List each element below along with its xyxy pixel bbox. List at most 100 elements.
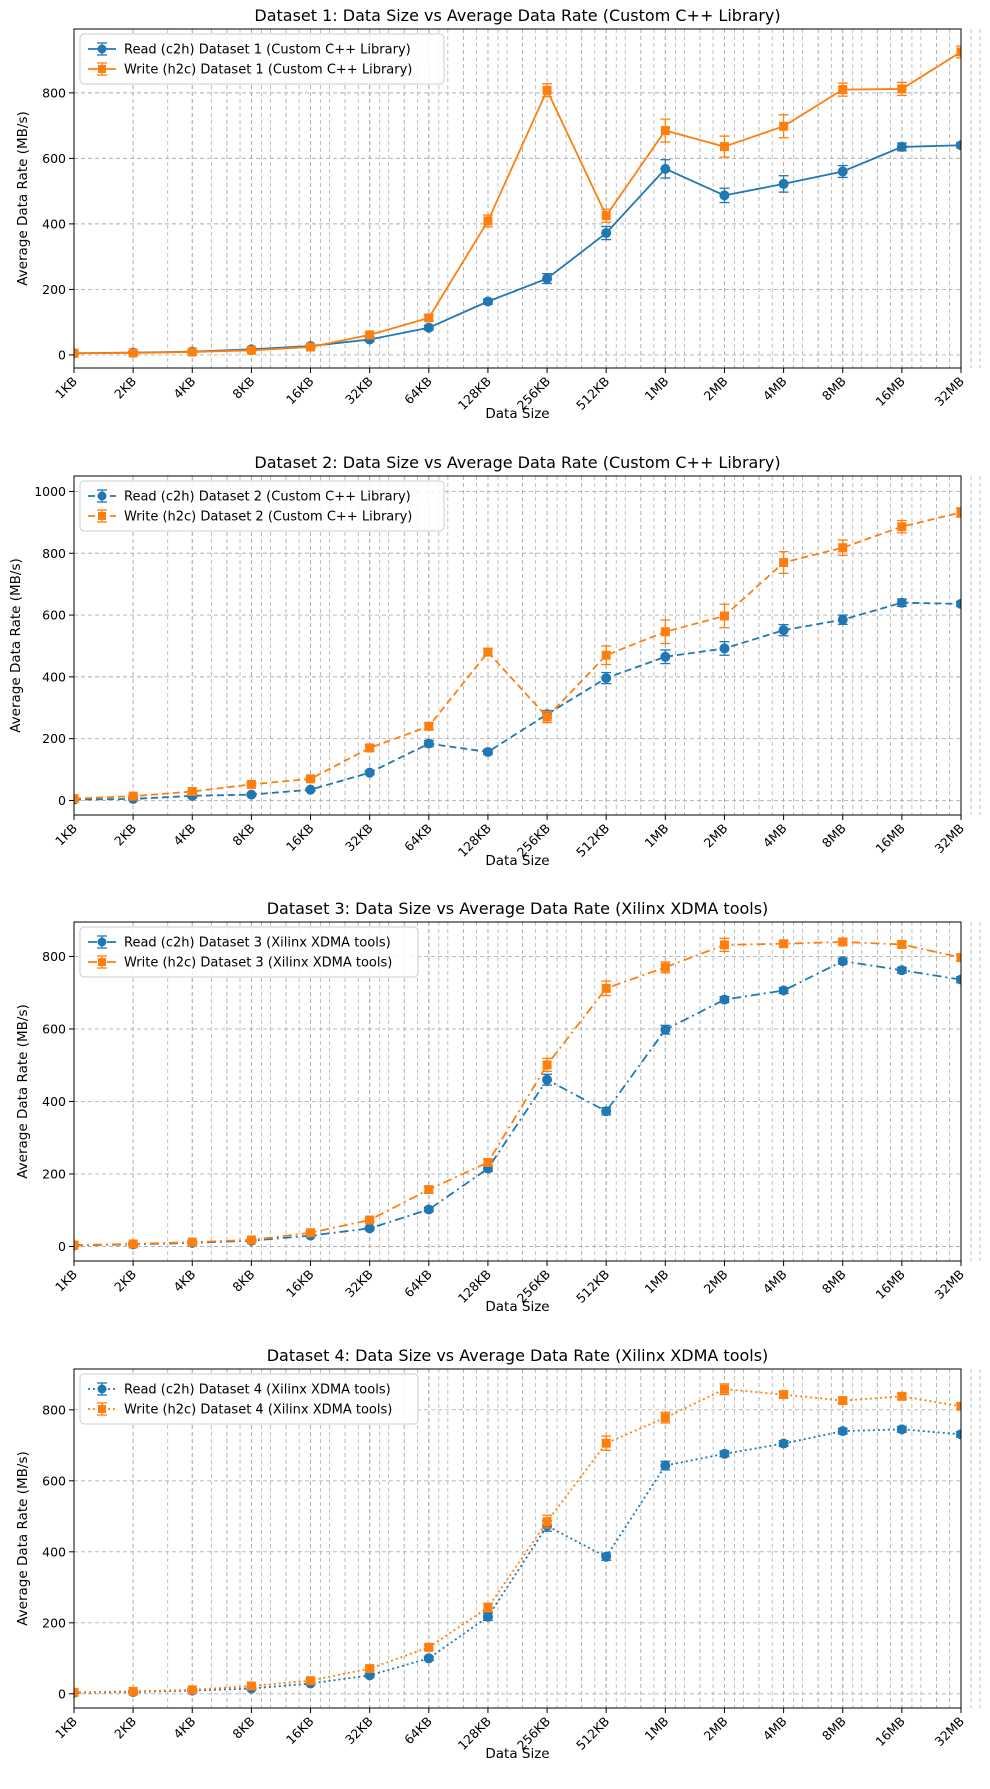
- data-point: [365, 330, 375, 340]
- legend-entry: Read (c2h) Dataset 2 (Custom C++ Library…: [88, 489, 411, 505]
- x-axis-label: Data Size: [485, 1299, 549, 1315]
- data-point: [896, 141, 907, 152]
- x-tick-label: 64KB: [401, 1714, 435, 1748]
- legend-marker: [97, 491, 107, 501]
- data-point: [956, 974, 961, 985]
- series-line: [74, 960, 961, 1247]
- data-point: [837, 166, 848, 177]
- y-tick-label: 600: [42, 608, 66, 623]
- data-point: [483, 1603, 493, 1613]
- x-tick-label: 1MB: [642, 374, 672, 404]
- y-tick-label: 0: [58, 1239, 66, 1254]
- x-tick-label: 32KB: [342, 1267, 376, 1301]
- data-point: [660, 651, 671, 662]
- legend-marker: [98, 958, 106, 966]
- data-point: [660, 962, 670, 972]
- data-point: [74, 348, 79, 358]
- data-point: [246, 1681, 256, 1691]
- data-point: [246, 345, 256, 355]
- series-line: [74, 51, 961, 355]
- data-point: [778, 985, 789, 996]
- x-tick-label: 2KB: [111, 1714, 139, 1742]
- legend-entry: Write (h2c) Dataset 1 (Custom C++ Librar…: [88, 62, 412, 78]
- data-point: [837, 1426, 848, 1437]
- data-point: [956, 140, 961, 151]
- x-tick-label: 1MB: [642, 1267, 672, 1297]
- legend-marker: [97, 44, 107, 54]
- data-point: [956, 598, 961, 609]
- data-point: [542, 85, 552, 95]
- x-tick-label: 32KB: [342, 821, 376, 855]
- data-point: [956, 507, 961, 517]
- x-tick-label: 1KB: [52, 374, 80, 402]
- y-tick-label: 200: [42, 1166, 66, 1181]
- data-point: [660, 1460, 671, 1471]
- data-point: [837, 956, 848, 967]
- data-point: [306, 342, 316, 352]
- x-tick-label: 1MB: [642, 1714, 672, 1744]
- x-tick-label: 512KB: [573, 1267, 612, 1306]
- x-tick-label: 2KB: [111, 374, 139, 402]
- legend-entry: Read (c2h) Dataset 3 (Xilinx XDMA tools): [88, 935, 391, 951]
- series-write: [74, 1383, 961, 1697]
- data-point: [896, 1424, 907, 1435]
- series-read: [74, 140, 961, 359]
- series-line: [74, 601, 961, 801]
- series-write: [74, 45, 961, 358]
- data-point: [365, 1215, 375, 1225]
- x-axis-label: Data Size: [485, 406, 549, 422]
- series-line: [74, 144, 961, 355]
- x-axis-label: Data Size: [485, 1746, 549, 1762]
- data-point: [956, 1429, 961, 1440]
- data-point: [601, 1551, 612, 1562]
- x-tick-label: 1KB: [52, 1267, 80, 1295]
- data-point: [719, 1448, 730, 1459]
- data-point: [424, 1185, 434, 1195]
- x-tick-label: 2KB: [111, 1267, 139, 1295]
- data-point: [660, 1413, 670, 1423]
- chart-title: Dataset 1: Data Size vs Average Data Rat…: [254, 6, 780, 25]
- data-point: [779, 939, 789, 949]
- y-axis-label: Average Data Rate (MB/s): [15, 111, 31, 286]
- x-tick-label: 16KB: [283, 1267, 317, 1301]
- data-point: [424, 721, 434, 731]
- data-point: [364, 1223, 375, 1234]
- data-point: [306, 1676, 316, 1686]
- data-point: [719, 643, 730, 654]
- data-point: [601, 983, 611, 993]
- data-point: [483, 1157, 493, 1167]
- y-tick-label: 400: [42, 1094, 66, 1109]
- data-point: [542, 1074, 553, 1085]
- legend: Read (c2h) Dataset 1 (Custom C++ Library…: [79, 33, 445, 85]
- legend-box: [79, 926, 419, 978]
- y-tick-label: 0: [58, 793, 66, 808]
- x-tick-label: 4KB: [170, 821, 198, 849]
- data-point: [482, 296, 493, 307]
- legend-entry: Read (c2h) Dataset 4 (Xilinx XDMA tools): [88, 1382, 391, 1398]
- x-tick-label: 32KB: [342, 374, 376, 408]
- data-point: [601, 211, 611, 221]
- data-point: [482, 746, 493, 757]
- legend-label: Write (h2c) Dataset 1 (Custom C++ Librar…: [124, 63, 412, 78]
- data-point: [305, 784, 316, 795]
- x-tick-label: 32MB: [932, 1714, 968, 1750]
- data-point: [601, 228, 612, 239]
- y-tick-label: 600: [42, 1021, 66, 1036]
- data-point: [187, 347, 197, 357]
- x-tick-label: 2MB: [701, 1267, 731, 1297]
- data-point: [837, 614, 848, 625]
- data-point: [778, 625, 789, 636]
- data-point: [483, 647, 493, 657]
- y-tick-label: 0: [58, 347, 66, 362]
- data-point: [187, 1237, 197, 1247]
- data-point: [660, 1024, 671, 1035]
- y-tick-label: 400: [42, 1544, 66, 1559]
- data-point: [838, 85, 848, 95]
- data-point: [246, 779, 256, 789]
- x-tick-label: 32KB: [342, 1714, 376, 1748]
- y-axis-label: Average Data Rate (MB/s): [15, 1451, 31, 1626]
- data-point: [778, 1438, 789, 1449]
- data-point: [897, 84, 907, 94]
- y-tick-label: 400: [42, 216, 66, 231]
- series-write: [74, 937, 961, 1250]
